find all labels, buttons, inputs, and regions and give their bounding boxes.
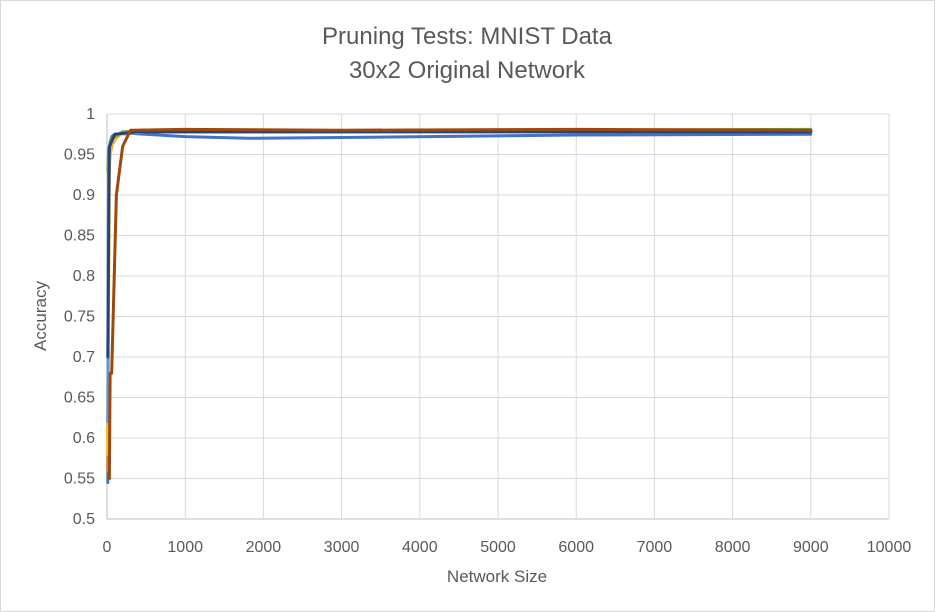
x-tick-label: 4000 — [402, 539, 438, 556]
x-tick-label: 3000 — [324, 539, 360, 556]
y-axis-label: Accuracy — [31, 281, 50, 351]
x-axis-ticks: 0 1000 2000 3000 4000 5000 6000 7000 8000 9000 100… — [103, 539, 912, 556]
x-tick-label: 2000 — [246, 539, 282, 556]
series-line-2 — [106, 128, 813, 472]
series-line-7 — [106, 130, 813, 359]
x-axis-label: Network Size — [447, 567, 547, 586]
x-tick-label: 8000 — [715, 539, 751, 556]
series-line-1 — [106, 131, 813, 485]
series-line-8 — [107, 127, 813, 480]
y-tick-label: 0.85 — [64, 228, 95, 245]
x-tick-label: 9000 — [793, 539, 829, 556]
x-tick-label: 5000 — [480, 539, 516, 556]
y-axis-ticks: 0.5 0.55 0.6 0.65 0.7 0.75 0.8 0.85 0.9 0.95 1 — [64, 106, 95, 528]
x-tick-label: 7000 — [637, 539, 673, 556]
y-tick-label: 0.95 — [64, 147, 95, 164]
gridlines — [106, 113, 890, 520]
x-tick-label: 1000 — [167, 539, 203, 556]
chart-subtitle: 30x2 Original Network — [349, 57, 586, 84]
y-tick-label: 0.7 — [73, 349, 95, 366]
y-tick-label: 1 — [86, 106, 95, 123]
series-line-3 — [106, 129, 813, 440]
y-tick-label: 0.65 — [64, 390, 95, 407]
y-tick-label: 0.55 — [64, 471, 95, 488]
x-tick-label: 10000 — [867, 539, 912, 556]
series-line-4 — [106, 128, 813, 456]
y-tick-label: 0.9 — [73, 187, 95, 204]
series-lines — [106, 127, 813, 485]
y-tick-label: 0.6 — [73, 430, 95, 447]
x-tick-label: 6000 — [558, 539, 594, 556]
y-tick-label: 0.5 — [73, 511, 95, 528]
x-tick-label: 0 — [103, 539, 112, 556]
chart-title: Pruning Tests: MNIST Data — [322, 23, 613, 50]
y-tick-label: 0.75 — [64, 309, 95, 326]
y-tick-label: 0.8 — [73, 268, 95, 285]
